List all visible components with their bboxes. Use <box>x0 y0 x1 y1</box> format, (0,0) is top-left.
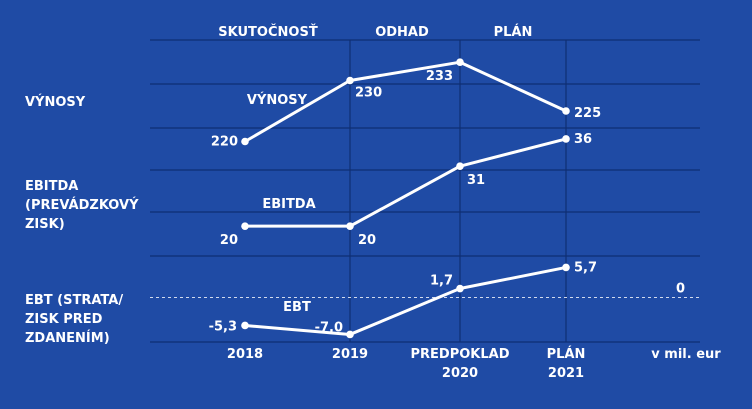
data-label-ebt: -5,3 <box>209 319 237 334</box>
period-header: PLÁN <box>494 24 533 40</box>
row-label-ebt: ZISK PRED <box>25 312 103 327</box>
data-point-ebitda <box>562 135 570 143</box>
row-label-ebt: EBT (STRATA/ <box>25 293 123 308</box>
data-point-vynosy <box>241 137 249 146</box>
x-tick-label-second-line: 2021 <box>548 366 584 381</box>
data-label-ebt: -7,0 <box>315 320 343 335</box>
x-tick-label: PLÁN <box>547 346 586 362</box>
data-point-ebt <box>562 263 570 272</box>
data-label-ebitda: 31 <box>467 173 485 188</box>
row-label-ebitda: EBITDA <box>25 179 78 194</box>
series-line-vynosy <box>244 60 567 143</box>
data-label-ebitda: 36 <box>574 132 592 147</box>
data-point-ebitda <box>241 222 249 230</box>
data-label-vynosy: 230 <box>355 86 382 101</box>
data-label-vynosy: 233 <box>426 69 453 84</box>
series-line-ebitda <box>245 137 567 228</box>
row-label-ebitda: ZISK) <box>25 217 65 232</box>
x-tick-label-second-line: 2020 <box>442 366 478 381</box>
series-name-ebt: EBT <box>283 300 311 315</box>
data-label-vynosy: 220 <box>211 135 238 150</box>
data-point-vynosy <box>456 58 464 66</box>
x-tick-label: PREDPOKLAD <box>411 347 510 362</box>
data-point-vynosy <box>562 107 570 115</box>
series-name-vynosy: VÝNOSY <box>247 92 308 108</box>
row-label-vynosy: VÝNOSY <box>25 94 86 110</box>
series-name-ebitda: EBITDA <box>262 197 315 212</box>
row-label-ebitda: (PREVÁDZKOVÝ <box>25 197 139 213</box>
period-header: ODHAD <box>375 25 429 40</box>
data-point-ebt <box>241 321 249 330</box>
unit-label: v mil. eur <box>651 347 721 362</box>
data-point-ebt <box>456 284 464 293</box>
data-point-vynosy <box>346 76 354 85</box>
row-label-ebt: ZDANENÍM) <box>25 330 110 346</box>
data-label-ebitda: 20 <box>358 233 376 248</box>
data-point-ebt <box>346 330 354 339</box>
series-line-ebt <box>244 265 567 336</box>
data-label-ebt: 5,7 <box>574 260 597 275</box>
data-point-ebitda <box>456 162 464 170</box>
data-label-ebt: 1,7 <box>430 274 453 289</box>
data-label-ebitda: 20 <box>220 233 238 248</box>
zero-label: 0 <box>676 282 685 297</box>
data-point-ebitda <box>346 222 354 230</box>
data-label-vynosy: 225 <box>574 106 601 121</box>
x-tick-label: 2019 <box>332 347 368 362</box>
period-header: SKUTOČNOSŤ <box>218 24 318 40</box>
x-tick-label: 2018 <box>227 347 263 362</box>
